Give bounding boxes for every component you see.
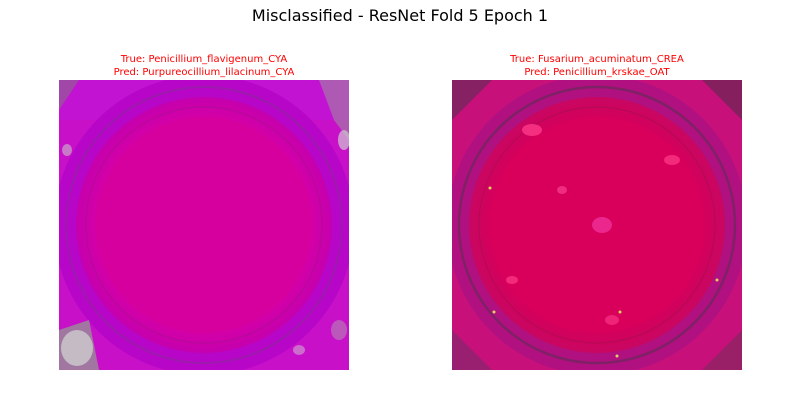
panel-left-caption: True: Penicillium_flavigenum_CYA Pred: P… [59, 54, 349, 80]
panel-left-image [59, 80, 349, 370]
panel-right-true-label: True: Fusarium_acuminatum_CREA [510, 54, 684, 65]
figure-title: Misclassified - ResNet Fold 5 Epoch 1 [251, 6, 549, 25]
panel-left-pred-label: Pred: Purpureocillium_lilacinum_CYA [113, 66, 295, 78]
petri-dish-image-right [452, 80, 742, 370]
panel-right-caption: True: Fusarium_acuminatum_CREA Pred: Pen… [452, 54, 742, 80]
panel-left-true-label: True: Penicillium_flavigenum_CYA [120, 54, 288, 65]
panel-right-image [452, 80, 742, 370]
panel-left: True: Penicillium_flavigenum_CYA Pred: P… [59, 54, 349, 370]
panel-right: True: Fusarium_acuminatum_CREA Pred: Pen… [452, 54, 742, 370]
petri-dish-image-left [59, 80, 349, 370]
panel-right-pred-label: Pred: Penicillium_krskae_OAT [524, 66, 670, 78]
